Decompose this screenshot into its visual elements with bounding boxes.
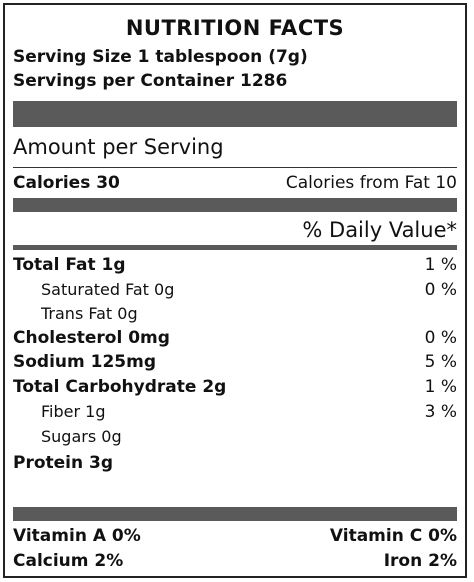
sodium-label: Sodium 125mg bbox=[13, 352, 157, 372]
vitamin-c: Vitamin C 0% bbox=[329, 526, 457, 546]
servings-per-container: Servings per Container 1286 bbox=[13, 71, 288, 91]
iron: Iron 2% bbox=[383, 551, 457, 571]
calories: Calories 30 bbox=[13, 173, 120, 193]
total-carbohydrate-label: Total Carbohydrate 2g bbox=[13, 377, 227, 397]
total-carbohydrate-dv: 1 % bbox=[424, 377, 457, 397]
vitamin-a: Vitamin A 0% bbox=[13, 526, 141, 546]
total-fat-dv: 1 % bbox=[424, 255, 457, 275]
fiber-label: Fiber 1g bbox=[41, 402, 106, 421]
fiber-dv: 3 % bbox=[424, 402, 457, 422]
sodium-dv: 5 % bbox=[424, 352, 457, 372]
cholesterol-dv: 0 % bbox=[424, 328, 457, 348]
saturated-fat-label: Saturated Fat 0g bbox=[41, 280, 175, 299]
total-fat-label: Total Fat 1g bbox=[13, 255, 126, 275]
cholesterol-label: Cholesterol 0mg bbox=[13, 328, 170, 348]
calories-from-fat: Calories from Fat 10 bbox=[285, 173, 457, 193]
thick-divider bbox=[13, 101, 457, 127]
trans-fat-label: Trans Fat 0g bbox=[41, 304, 138, 323]
sugars-label: Sugars 0g bbox=[41, 427, 122, 446]
daily-value-header: % Daily Value* bbox=[302, 218, 457, 242]
protein-label: Protein 3g bbox=[13, 453, 114, 473]
serving-size: Serving Size 1 tablespoon (7g) bbox=[13, 47, 308, 67]
divider bbox=[13, 167, 457, 168]
nutrition-label: NUTRITION FACTS Serving Size 1 tablespoo… bbox=[3, 3, 467, 578]
medium-divider bbox=[13, 198, 457, 212]
vitamins-divider bbox=[13, 507, 457, 521]
daily-value-divider bbox=[13, 245, 457, 250]
calcium: Calcium 2% bbox=[13, 551, 124, 571]
amount-per-serving: Amount per Serving bbox=[13, 135, 224, 159]
label-title: NUTRITION FACTS bbox=[125, 16, 345, 40]
saturated-fat-dv: 0 % bbox=[424, 280, 457, 300]
